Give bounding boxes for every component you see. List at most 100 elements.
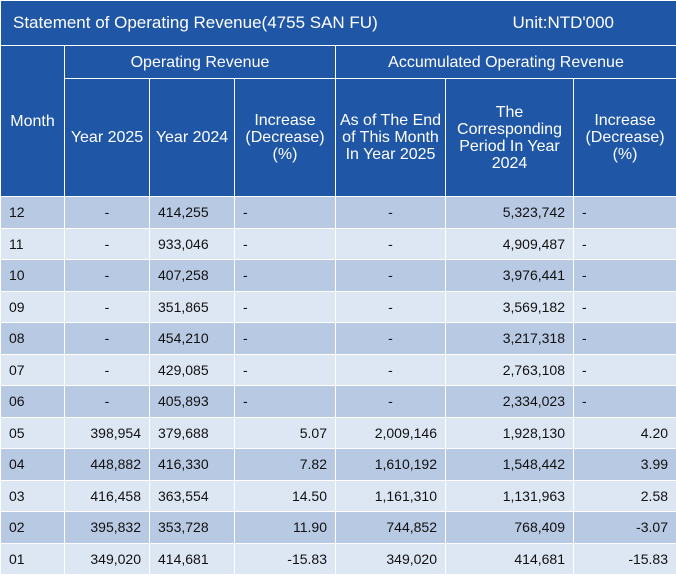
cell-increase-pct: 7.82	[234, 448, 336, 481]
cell-acc-increase-pct: -15.83	[572, 542, 676, 575]
header-operating-revenue: Operating Revenue	[64, 45, 336, 79]
cell-acc-2024: 2,763,108	[445, 353, 574, 386]
cell-year-2025: 398,954	[64, 416, 150, 449]
cell-acc-increase-pct: -	[572, 353, 676, 386]
cell-acc-2024: 4,909,487	[445, 227, 574, 260]
table-row: 06 - 405,893 - - 2,334,023 -	[0, 385, 676, 418]
cell-month: 10	[0, 259, 65, 292]
cell-year-2025: 395,832	[64, 511, 150, 544]
cell-acc-increase-pct: -3.07	[572, 511, 676, 544]
cell-year-2025: -	[64, 290, 150, 323]
cell-acc-2024: 3,976,441	[445, 259, 574, 292]
table-row: 05 398,954 379,688 5.07 2,009,146 1,928,…	[0, 416, 676, 449]
header-month: Month	[0, 45, 65, 197]
cell-acc-2024: 3,217,318	[445, 322, 574, 355]
cell-acc-2025: 349,020	[335, 542, 446, 575]
cell-acc-increase-pct: 3.99	[572, 448, 676, 481]
cell-year-2024: 416,330	[149, 448, 235, 481]
cell-increase-pct: -	[234, 290, 336, 323]
header-corresponding-period: The Corresponding Period In Year 2024	[445, 78, 574, 197]
cell-year-2025: 416,458	[64, 479, 150, 512]
cell-increase-pct: -	[234, 196, 336, 229]
table-row: 03 416,458 363,554 14.50 1,161,310 1,131…	[0, 479, 676, 512]
cell-acc-2024: 1,928,130	[445, 416, 574, 449]
header-as-of-end: As of The End of This Month In Year 2025	[335, 78, 446, 197]
cell-acc-2025: -	[335, 353, 446, 386]
cell-month: 07	[0, 353, 65, 386]
table-title: Statement of Operating Revenue(4755 SAN …	[13, 13, 378, 32]
table-row: 01 349,020 414,681 -15.83 349,020 414,68…	[0, 542, 676, 575]
cell-month: 09	[0, 290, 65, 323]
cell-increase-pct: -	[234, 322, 336, 355]
cell-year-2025: -	[64, 385, 150, 418]
cell-acc-increase-pct: -	[572, 385, 676, 418]
cell-month: 08	[0, 322, 65, 355]
cell-year-2024: 379,688	[149, 416, 235, 449]
cell-year-2024: 363,554	[149, 479, 235, 512]
cell-month: 04	[0, 448, 65, 481]
cell-month: 02	[0, 511, 65, 544]
cell-year-2024: 407,258	[149, 259, 235, 292]
cell-acc-2025: -	[335, 227, 446, 260]
cell-acc-2025: -	[335, 196, 446, 229]
cell-year-2024: 933,046	[149, 227, 235, 260]
cell-acc-2025: 1,161,310	[335, 479, 446, 512]
cell-year-2025: -	[64, 259, 150, 292]
cell-increase-pct: -	[234, 259, 336, 292]
cell-year-2024: 414,255	[149, 196, 235, 229]
table-row: 09 - 351,865 - - 3,569,182 -	[0, 290, 676, 323]
cell-year-2025: -	[64, 227, 150, 260]
cell-acc-increase-pct: -	[572, 290, 676, 323]
cell-acc-2025: 1,610,192	[335, 448, 446, 481]
unit-label: Unit:NTD'000	[512, 13, 614, 32]
cell-year-2025: -	[64, 322, 150, 355]
cell-month: 05	[0, 416, 65, 449]
cell-acc-increase-pct: 2.58	[572, 479, 676, 512]
cell-acc-2024: 3,569,182	[445, 290, 574, 323]
cell-year-2024: 353,728	[149, 511, 235, 544]
cell-acc-2025: -	[335, 290, 446, 323]
cell-increase-pct: -15.83	[234, 542, 336, 575]
cell-acc-increase-pct: -	[572, 322, 676, 355]
cell-increase-pct: 11.90	[234, 511, 336, 544]
table-row: 04 448,882 416,330 7.82 1,610,192 1,548,…	[0, 448, 676, 481]
table-row: 08 - 454,210 - - 3,217,318 -	[0, 322, 676, 355]
cell-increase-pct: -	[234, 385, 336, 418]
cell-increase-pct: 14.50	[234, 479, 336, 512]
table-row: 10 - 407,258 - - 3,976,441 -	[0, 259, 676, 292]
header-acc-increase-pct: Increase (Decrease) (%)	[572, 78, 676, 197]
cell-acc-2024: 768,409	[445, 511, 574, 544]
cell-acc-increase-pct: -	[572, 227, 676, 260]
cell-year-2024: 351,865	[149, 290, 235, 323]
cell-year-2025: 448,882	[64, 448, 150, 481]
cell-acc-increase-pct: 4.20	[572, 416, 676, 449]
cell-acc-increase-pct: -	[572, 259, 676, 292]
cell-acc-2025: -	[335, 385, 446, 418]
table-row: 02 395,832 353,728 11.90 744,852 768,409…	[0, 511, 676, 544]
cell-year-2025: -	[64, 196, 150, 229]
cell-year-2024: 405,893	[149, 385, 235, 418]
table-row: 11 - 933,046 - - 4,909,487 -	[0, 227, 676, 260]
cell-year-2024: 454,210	[149, 322, 235, 355]
table-row: 12 - 414,255 - - 5,323,742 -	[0, 196, 676, 229]
cell-acc-2025: -	[335, 259, 446, 292]
cell-increase-pct: -	[234, 353, 336, 386]
cell-acc-increase-pct: -	[572, 196, 676, 229]
header-year-2024: Year 2024	[149, 78, 235, 197]
cell-year-2024: 429,085	[149, 353, 235, 386]
cell-acc-2024: 1,548,442	[445, 448, 574, 481]
header-increase-pct: Increase (Decrease) (%)	[234, 78, 336, 197]
cell-month: 11	[0, 227, 65, 260]
cell-acc-2024: 2,334,023	[445, 385, 574, 418]
cell-year-2025: -	[64, 353, 150, 386]
cell-year-2024: 414,681	[149, 542, 235, 575]
cell-month: 12	[0, 196, 65, 229]
cell-acc-2024: 5,323,742	[445, 196, 574, 229]
cell-acc-2024: 1,131,963	[445, 479, 574, 512]
cell-month: 03	[0, 479, 65, 512]
title-row: Statement of Operating Revenue(4755 SAN …	[0, 0, 676, 46]
cell-acc-2025: -	[335, 322, 446, 355]
header-row-2: Year 2025 Year 2024 Increase (Decrease) …	[1, 78, 676, 197]
